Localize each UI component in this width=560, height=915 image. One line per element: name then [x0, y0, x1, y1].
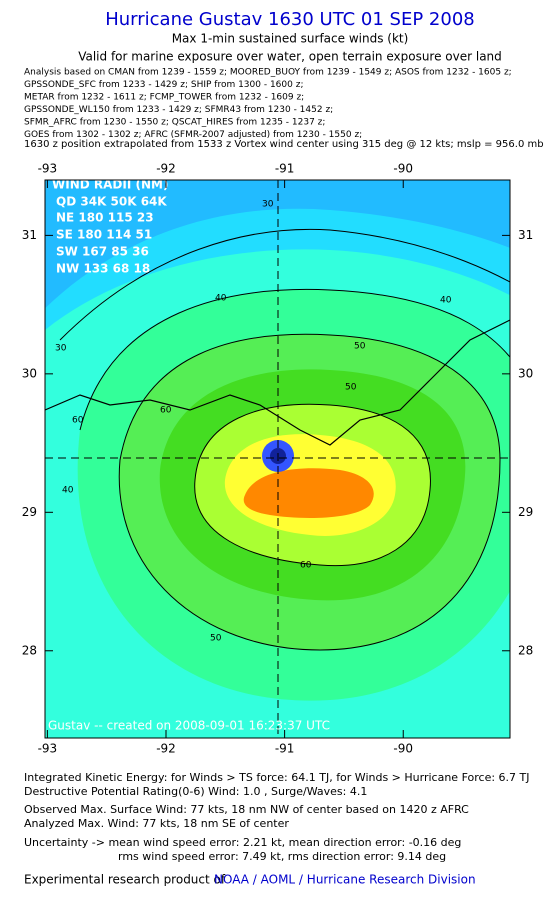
source-line: METAR from 1232 - 1611 z; FCMP_TOWER fro…: [24, 93, 304, 103]
title: Hurricane Gustav 1630 UTC 01 SEP 2008: [105, 9, 475, 30]
footer-line: Analyzed Max. Wind: 77 kts, 18 nm SE of …: [24, 817, 289, 830]
x-tick-label: -90: [393, 162, 413, 176]
subtitle: Max 1-min sustained surface winds (kt): [172, 32, 409, 46]
y-tick-label: 28: [22, 643, 37, 657]
x-tick-label: -92: [156, 742, 176, 756]
y-tick-label: 29: [518, 505, 533, 519]
x-tick-label: -90: [393, 742, 413, 756]
contour-label: 40: [440, 296, 452, 306]
footer-line: Destructive Potential Rating(0-6) Wind: …: [24, 785, 367, 798]
contour-label: 60: [160, 406, 172, 416]
contour-label: 40: [62, 486, 74, 496]
footer: Integrated Kinetic Energy: for Winds > T…: [24, 771, 530, 863]
source-line: GOES from 1302 - 1302 z; AFRC (SFMR-2007…: [24, 130, 362, 140]
source-line: GPSSONDE_WL150 from 1233 - 1429 z; SFMR4…: [24, 105, 333, 115]
footer-line: rms wind speed error: 7.49 kt, rms direc…: [118, 850, 446, 863]
map-frame: [44, 179, 511, 739]
y-tick-label: 30: [22, 366, 37, 380]
source-line: GPSSONDE_SFC from 1233 - 1429 z; SHIP fr…: [24, 80, 303, 90]
credit: Gustav -- created on 2008-09-01 16:23:37…: [48, 719, 330, 733]
x-tick-label: -93: [38, 162, 58, 176]
x-tick-label: -91: [275, 742, 295, 756]
contour-labels: 30 40 50 60 30 40 50 60 40 50 60: [55, 200, 452, 644]
radii-title: WIND RADII (NM): [52, 178, 168, 192]
source-line: SFMR_AFRC from 1230 - 1550 z; QSCAT_HIRE…: [24, 118, 325, 128]
radii-row: SE 180 114 51: [56, 228, 152, 242]
source-line: Analysis based on CMAN from 1239 - 1559 …: [24, 68, 512, 78]
footer-line: Uncertainty -> mean wind speed error: 2.…: [24, 836, 461, 849]
contour-label: 50: [345, 383, 357, 393]
y-tick-label: 28: [518, 643, 533, 657]
wind-radii: WIND RADII (NM) QD 34K 50K 64K NE 180 11…: [52, 178, 168, 276]
x-tick-label: -91: [275, 162, 295, 176]
y-tick-label: 31: [22, 228, 37, 242]
y-tick-label: 29: [22, 505, 37, 519]
y-tick-label: 31: [518, 228, 533, 242]
radii-row: NE 180 115 23: [56, 211, 154, 225]
contour-label: 50: [354, 342, 366, 352]
contour-label: 30: [55, 344, 67, 354]
axes: -93 -93 -92 -92 -91 -91 -90 -90 31 31 30 30 29 29 28 28: [22, 162, 534, 756]
contour-label: 40: [215, 294, 227, 304]
position-note: 1630 z position extrapolated from 1533 z…: [24, 139, 544, 150]
contour-label: 50: [210, 634, 222, 644]
contour-label: 30: [262, 200, 274, 210]
sources: Analysis based on CMAN from 1239 - 1559 …: [24, 68, 512, 141]
contour-label: 60: [72, 416, 84, 426]
radii-row: NW 133 68 18: [56, 262, 150, 276]
radii-row: SW 167 85 36: [56, 245, 149, 259]
wind-field: [45, 180, 510, 738]
footer-line: Observed Max. Surface Wind: 77 kts, 18 n…: [24, 803, 469, 816]
radii-row: QD 34K 50K 64K: [56, 195, 167, 209]
y-tick-label: 30: [518, 366, 533, 380]
org-link[interactable]: NOAA / AOML / Hurricane Research Divisio…: [214, 873, 476, 887]
x-tick-label: -92: [156, 162, 176, 176]
x-tick-label: -93: [38, 742, 58, 756]
product: Experimental research product of: [24, 873, 226, 887]
valid: Valid for marine exposure over water, op…: [78, 50, 502, 64]
contour-label: 60: [300, 561, 312, 571]
footer-line: Integrated Kinetic Energy: for Winds > T…: [24, 771, 530, 784]
